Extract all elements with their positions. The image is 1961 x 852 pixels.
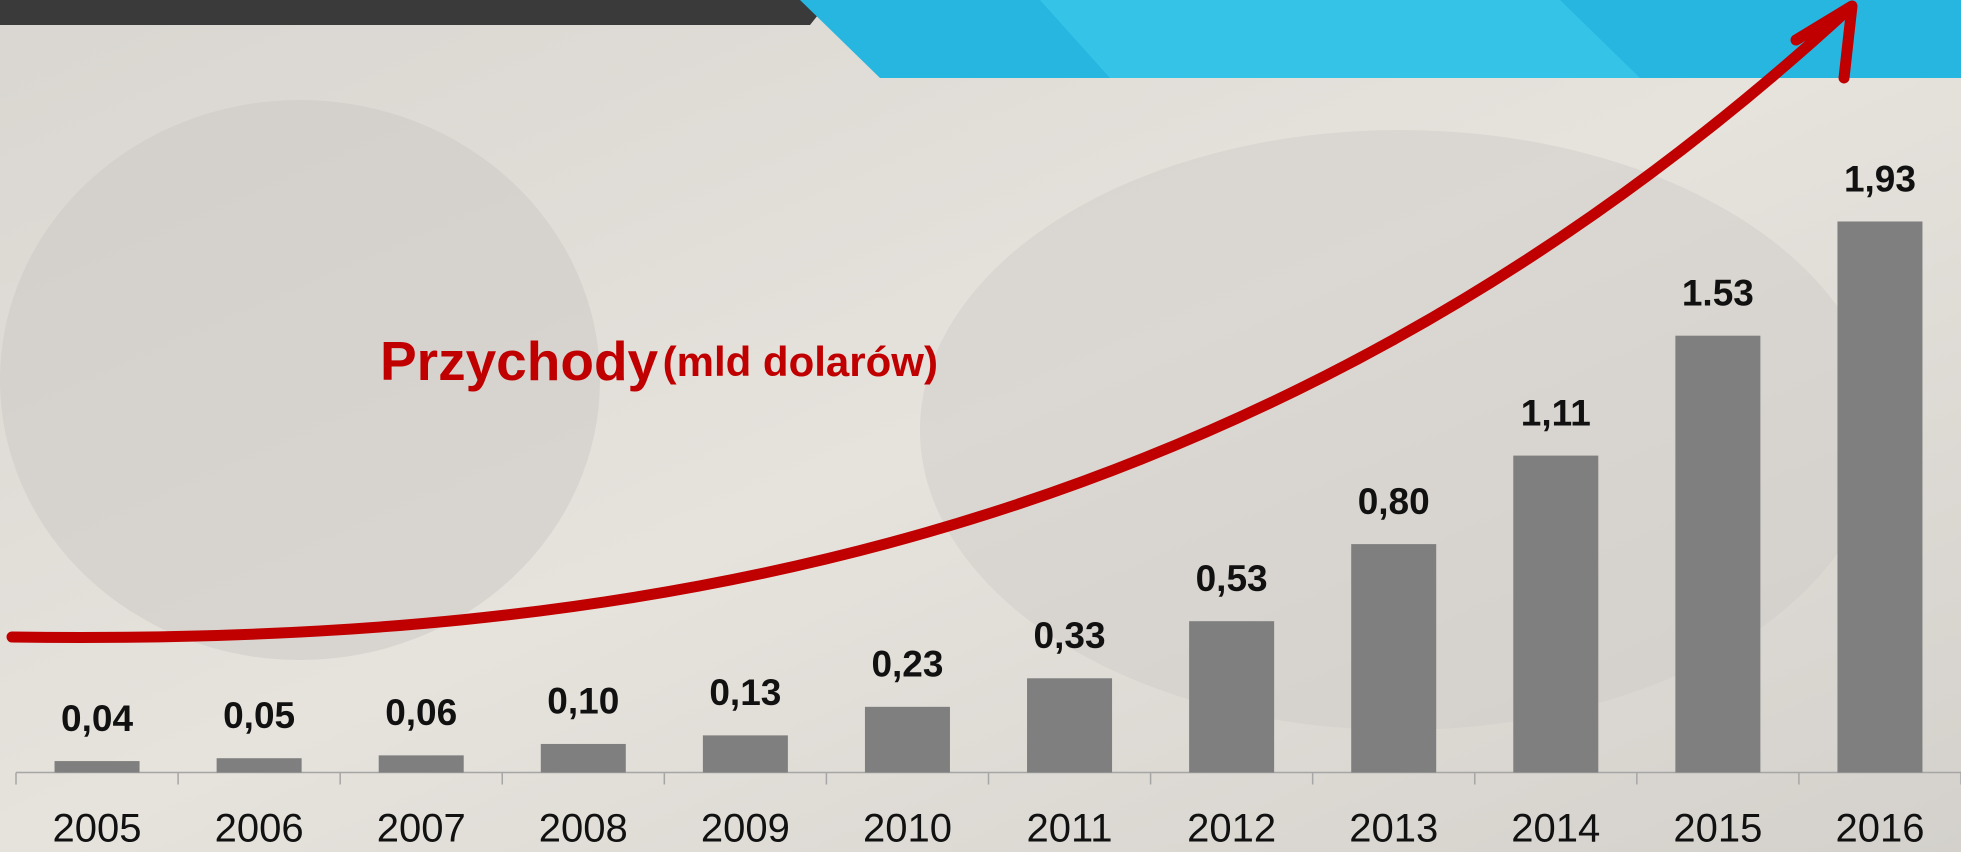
value-label: 0,13 bbox=[709, 672, 781, 713]
x-tick-label: 2011 bbox=[1027, 807, 1113, 851]
bar bbox=[217, 758, 302, 772]
page: Przychody (mld dolarów) 2005 0,04 2006 0,05… bbox=[0, 0, 1961, 852]
header-band bbox=[1040, 0, 1640, 78]
subtitle: (mld dolarów) bbox=[663, 338, 938, 385]
header-band bbox=[0, 0, 830, 25]
bar bbox=[541, 744, 626, 773]
x-tick-label: 2016 bbox=[1835, 807, 1924, 851]
bar bbox=[1675, 336, 1760, 773]
value-label: 1,11 bbox=[1521, 392, 1591, 433]
bar bbox=[379, 755, 464, 772]
x-tick-label: 2013 bbox=[1349, 807, 1438, 851]
bar bbox=[865, 707, 950, 773]
x-tick-label: 2008 bbox=[539, 807, 628, 851]
bar bbox=[1837, 221, 1922, 772]
x-tick-label: 2005 bbox=[53, 807, 142, 851]
value-label: 1.53 bbox=[1682, 272, 1754, 313]
x-tick-label: 2009 bbox=[701, 807, 790, 851]
value-label: 0,53 bbox=[1196, 558, 1268, 599]
value-label: 0,05 bbox=[223, 695, 295, 736]
bar bbox=[1027, 678, 1112, 772]
x-tick-label: 2014 bbox=[1511, 807, 1600, 851]
bar bbox=[1189, 621, 1274, 772]
bar bbox=[55, 761, 140, 772]
x-tick-label: 2007 bbox=[377, 807, 466, 851]
chart: Przychody (mld dolarów) 2005 0,04 2006 0,05… bbox=[0, 0, 1961, 852]
value-label: 1,93 bbox=[1844, 158, 1916, 199]
value-label: 0,06 bbox=[385, 692, 457, 733]
x-tick-label: 2006 bbox=[215, 807, 304, 851]
bar bbox=[1513, 456, 1598, 773]
value-label: 0,23 bbox=[871, 644, 943, 685]
x-tick-label: 2015 bbox=[1673, 807, 1762, 851]
bar bbox=[1351, 544, 1436, 772]
x-tick-label: 2012 bbox=[1187, 807, 1276, 851]
value-label: 0,10 bbox=[547, 681, 619, 722]
value-label: 0,33 bbox=[1034, 615, 1106, 656]
value-label: 0,04 bbox=[61, 698, 133, 739]
title: Przychody bbox=[380, 330, 659, 392]
value-label: 0,80 bbox=[1358, 481, 1430, 522]
x-tick-label: 2010 bbox=[863, 807, 952, 851]
bar bbox=[703, 735, 788, 772]
